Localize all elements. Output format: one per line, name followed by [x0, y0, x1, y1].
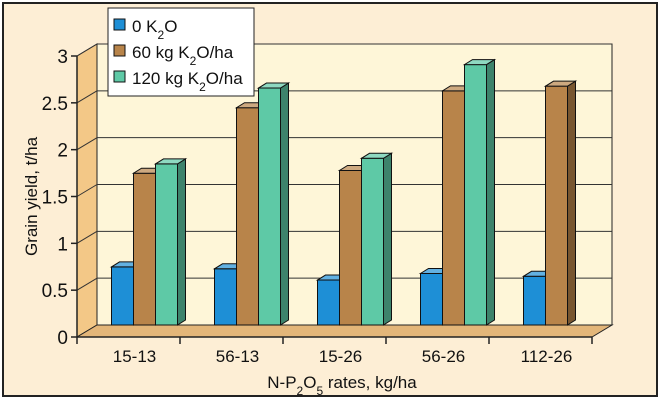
legend-swatch [113, 44, 126, 57]
x-tick-label: 15-26 [319, 347, 362, 366]
legend-box [107, 7, 255, 97]
bar-front [155, 163, 178, 326]
y-tick-label: 2.5 [42, 94, 68, 115]
gridline-side [76, 277, 98, 291]
bar-front [420, 272, 443, 326]
bar [462, 58, 497, 326]
y-tick-label: 2 [57, 141, 68, 162]
bar-front [545, 85, 568, 326]
gridline-side [76, 184, 98, 197]
bar-side [280, 82, 289, 326]
y-tick-label: 0 [57, 328, 68, 349]
bar-top [153, 158, 188, 165]
legend-entry: 120 kg K2O/ha [132, 69, 243, 94]
bar-top [359, 152, 394, 159]
bar-side [567, 80, 576, 326]
bar-front [339, 169, 362, 326]
legend-swatch [113, 18, 126, 31]
bar-top [543, 80, 578, 87]
bar-front [523, 275, 546, 326]
bar [153, 157, 188, 326]
y-tick-label: 3 [57, 47, 68, 68]
x-axis-title: N-P2O5 rates, kg/ha [267, 373, 417, 398]
x-tick-label: 56-13 [216, 347, 259, 366]
y-axis-title: Grain yield, t/ha [22, 136, 41, 256]
bar [256, 82, 291, 326]
bar-side [177, 157, 186, 326]
x-tick-label: 56-26 [422, 347, 465, 366]
bar-side [383, 152, 392, 326]
bar-top [462, 59, 497, 66]
bar-front [214, 268, 237, 326]
gridline-side [76, 90, 98, 104]
floor [75, 324, 614, 338]
legend-entry: 0 K2O [132, 17, 177, 42]
bar-front [111, 266, 134, 326]
y-tick-label: 0.5 [42, 281, 68, 302]
y-tick-label: 1 [57, 234, 68, 255]
legend-swatch [113, 70, 126, 83]
bar-top [256, 82, 291, 89]
x-tick-label: 112-26 [521, 347, 573, 366]
bar-front [317, 279, 340, 326]
bar-front [361, 157, 384, 326]
bar-front [442, 90, 465, 326]
bar-front [133, 172, 156, 326]
y-tick-label: 1.5 [42, 188, 68, 209]
bar-front [236, 107, 259, 326]
gridline-side [76, 230, 98, 244]
bar [359, 152, 394, 326]
bar-front [258, 87, 281, 326]
legend-entry: 60 kg K2O/ha [132, 43, 234, 68]
x-tick-label: 15-13 [113, 347, 156, 366]
gridline-side [76, 137, 98, 151]
bar [543, 80, 578, 326]
gridline-side [76, 43, 98, 57]
bar-front [464, 64, 487, 326]
bar-side [486, 58, 495, 326]
